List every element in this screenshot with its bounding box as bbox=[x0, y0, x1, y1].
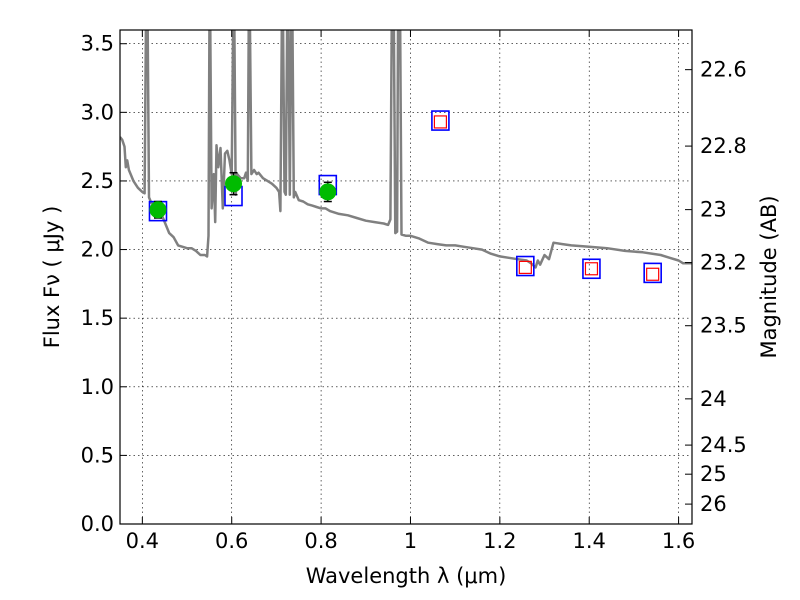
right-tick-label: 23.2 bbox=[700, 251, 747, 275]
x-tick-label: 1.4 bbox=[573, 529, 606, 553]
right-tick-label: 25 bbox=[700, 462, 727, 486]
x-tick-label: 1.6 bbox=[662, 529, 695, 553]
axes-frame bbox=[119, 29, 693, 525]
x-tick-label: 1 bbox=[404, 529, 417, 553]
x-tick-label: 0.6 bbox=[215, 529, 248, 553]
right-tick-label: 22.6 bbox=[700, 58, 747, 82]
model-flux-square bbox=[431, 110, 450, 131]
observed-flux-point bbox=[319, 183, 337, 201]
upper-limit-square bbox=[433, 115, 448, 129]
model-flux-square bbox=[643, 262, 662, 284]
x-tick-label: 0.8 bbox=[304, 529, 337, 553]
right-tick-label: 23.5 bbox=[700, 314, 747, 338]
y-tick-label: 1.5 bbox=[81, 306, 114, 330]
y-tick-label: 3.0 bbox=[81, 100, 114, 124]
model-flux-square bbox=[582, 258, 601, 280]
y-tick-label: 0.0 bbox=[81, 512, 114, 536]
y-axis-label-right: Magnitude (AB) bbox=[757, 195, 781, 358]
upper-limit-square bbox=[584, 262, 599, 276]
y-tick-label: 3.5 bbox=[81, 32, 114, 56]
x-axis-label: Wavelength λ (μm) bbox=[306, 564, 507, 588]
model-spectrum-line bbox=[120, 30, 692, 269]
y-axis-label-left: Flux Fν ( μJy ) bbox=[40, 206, 64, 349]
right-tick-label: 23 bbox=[700, 198, 727, 222]
grid bbox=[120, 30, 692, 525]
x-tick-label: 1.2 bbox=[483, 529, 516, 553]
observed-flux-point bbox=[225, 175, 243, 193]
plot-area bbox=[120, 30, 692, 284]
right-tick-label: 26 bbox=[700, 492, 727, 516]
y-tick-label: 1.0 bbox=[81, 375, 114, 399]
y-tick-label: 2.0 bbox=[81, 238, 114, 262]
upper-limit-square bbox=[646, 267, 660, 281]
right-tick-label: 24.5 bbox=[700, 433, 747, 457]
x-tick-label: 0.4 bbox=[126, 529, 159, 553]
axis-ticks: 0.4 0.6 0.8 1 1.2 1.4 1.6 0.0 0.5 1.0 1.5 2.0 2.5 3.0… bbox=[81, 30, 747, 553]
y-tick-label: 2.5 bbox=[81, 169, 114, 193]
upper-limit-square bbox=[518, 260, 532, 274]
right-tick-label: 24 bbox=[700, 387, 727, 411]
model-flux-square bbox=[516, 255, 535, 277]
right-tick-label: 22.8 bbox=[700, 134, 747, 158]
y-tick-label: 0.5 bbox=[81, 443, 114, 467]
observed-flux-point bbox=[149, 201, 167, 219]
